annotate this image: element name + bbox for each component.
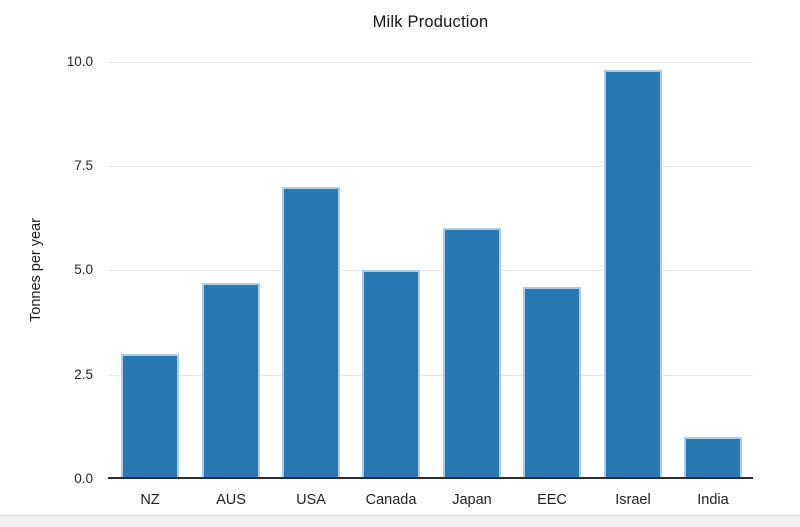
- bar-aus: [202, 283, 260, 479]
- bar-usa: [282, 187, 340, 479]
- gridline: [109, 62, 753, 63]
- bar-japan: [443, 228, 501, 479]
- chart-title: Milk Production: [372, 13, 489, 31]
- x-tick-label-aus: AUS: [216, 492, 246, 508]
- gridline: [109, 270, 753, 271]
- y-tick-label: 7.5: [74, 158, 93, 173]
- x-tick-label-eec: EEC: [537, 492, 567, 508]
- x-tick-label-india: India: [697, 492, 729, 508]
- bottom-strip: [0, 515, 800, 527]
- x-axis-line: [108, 477, 753, 479]
- y-tick-label: 5.0: [74, 262, 93, 277]
- y-tick-label: 2.5: [74, 367, 93, 382]
- gridline: [109, 166, 753, 167]
- gridline: [109, 375, 753, 376]
- bar-israel: [604, 70, 662, 479]
- bar-nz: [121, 354, 179, 479]
- x-tick-label-israel: Israel: [615, 492, 651, 508]
- y-tick-label: 10.0: [66, 54, 93, 69]
- bar-canada: [362, 270, 420, 479]
- x-tick-label-nz: NZ: [140, 492, 160, 508]
- x-tick-label-usa: USA: [296, 492, 326, 508]
- x-tick-label-canada: Canada: [365, 492, 417, 508]
- bar-eec: [523, 287, 581, 479]
- y-tick-label: 0.0: [74, 471, 93, 486]
- x-tick-label-japan: Japan: [452, 492, 492, 508]
- bar-india: [684, 437, 742, 479]
